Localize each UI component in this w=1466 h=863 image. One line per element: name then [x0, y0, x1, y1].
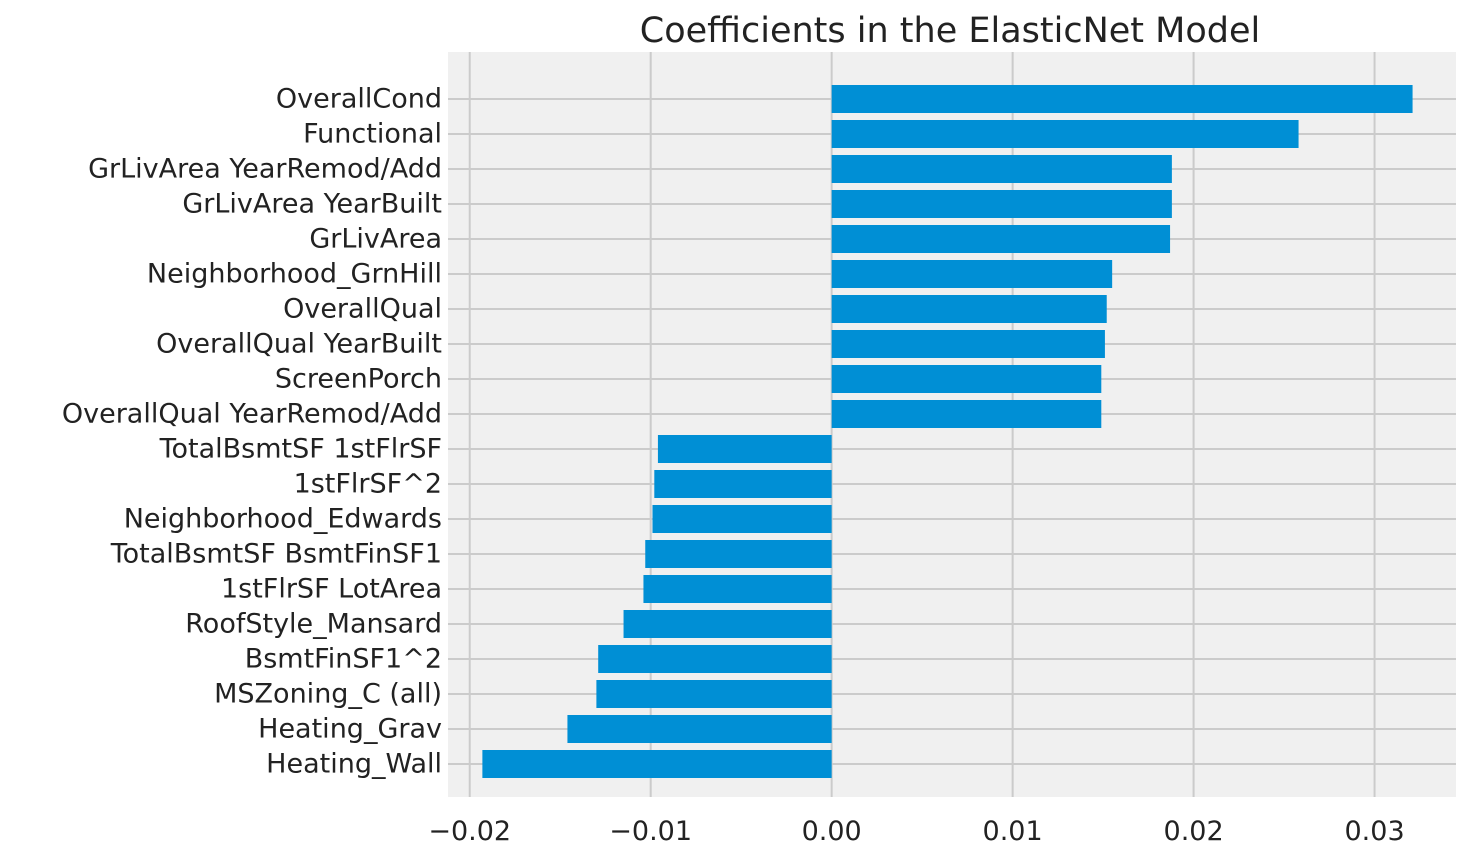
- y-tick-label: Neighborhood_GrnHill: [147, 259, 442, 290]
- bar: [596, 680, 832, 708]
- x-tick-label: 0.03: [1345, 816, 1405, 847]
- y-tick-label: TotalBsmtSF BsmtFinSF1: [110, 539, 442, 570]
- bar: [654, 470, 832, 498]
- y-tick-label: GrLivArea YearBuilt: [182, 189, 442, 220]
- x-tick-label: 0.01: [983, 816, 1043, 847]
- bar: [831, 260, 1113, 288]
- x-tick-labels: −0.02 −0.01 0.00 0.01 0.02 0.03: [428, 816, 1404, 847]
- y-tick-label: TotalBsmtSF 1stFlrSF: [159, 434, 442, 465]
- y-tick-label: Heating_Grav: [258, 714, 442, 745]
- chart-title: Coefficients in the ElasticNet Model: [640, 11, 1260, 51]
- x-tick-label: 0.00: [802, 816, 862, 847]
- bar: [831, 225, 1171, 253]
- y-tick-label: GrLivArea YearRemod/Add: [88, 154, 442, 185]
- y-tick-label: MSZoning_C (all): [214, 679, 442, 710]
- bar: [645, 540, 832, 568]
- y-tick-label: BsmtFinSF1^2: [245, 644, 442, 675]
- x-tick-label: 0.02: [1164, 816, 1224, 847]
- y-tick-label: 1stFlrSF^2: [294, 469, 442, 500]
- bar: [652, 505, 832, 533]
- bar: [657, 435, 832, 463]
- y-tick-label: GrLivArea: [309, 224, 442, 255]
- bar: [567, 715, 832, 743]
- bar: [831, 365, 1102, 393]
- y-tick-label: Heating_Wall: [266, 749, 442, 780]
- bar: [831, 330, 1105, 358]
- y-tick-label: OverallCond: [276, 84, 442, 115]
- y-tick-label: 1stFlrSF LotArea: [221, 574, 442, 605]
- bar: [831, 120, 1299, 148]
- y-tick-label: ScreenPorch: [275, 364, 442, 395]
- y-tick-label: Neighborhood_Edwards: [124, 504, 442, 535]
- bar: [623, 610, 832, 638]
- y-tick-labels: Heating_Wall Heating_Grav MSZoning_C (all)…: [62, 84, 442, 780]
- bar: [831, 85, 1413, 113]
- bar: [643, 575, 832, 603]
- x-tick-label: −0.01: [609, 816, 692, 847]
- bar: [831, 155, 1172, 183]
- bar: [831, 400, 1102, 428]
- bars: [482, 85, 1413, 778]
- y-tick-label: OverallQual: [283, 294, 442, 325]
- y-tick-label: OverallQual YearRemod/Add: [62, 399, 442, 430]
- y-tick-label: OverallQual YearBuilt: [156, 329, 442, 360]
- x-tick-label: −0.02: [428, 816, 511, 847]
- bar: [598, 645, 832, 673]
- bar: [831, 295, 1107, 323]
- y-tick-label: RoofStyle_Mansard: [185, 609, 442, 640]
- bar: [831, 190, 1172, 218]
- y-tick-label: Functional: [303, 119, 442, 150]
- bar: [482, 750, 832, 778]
